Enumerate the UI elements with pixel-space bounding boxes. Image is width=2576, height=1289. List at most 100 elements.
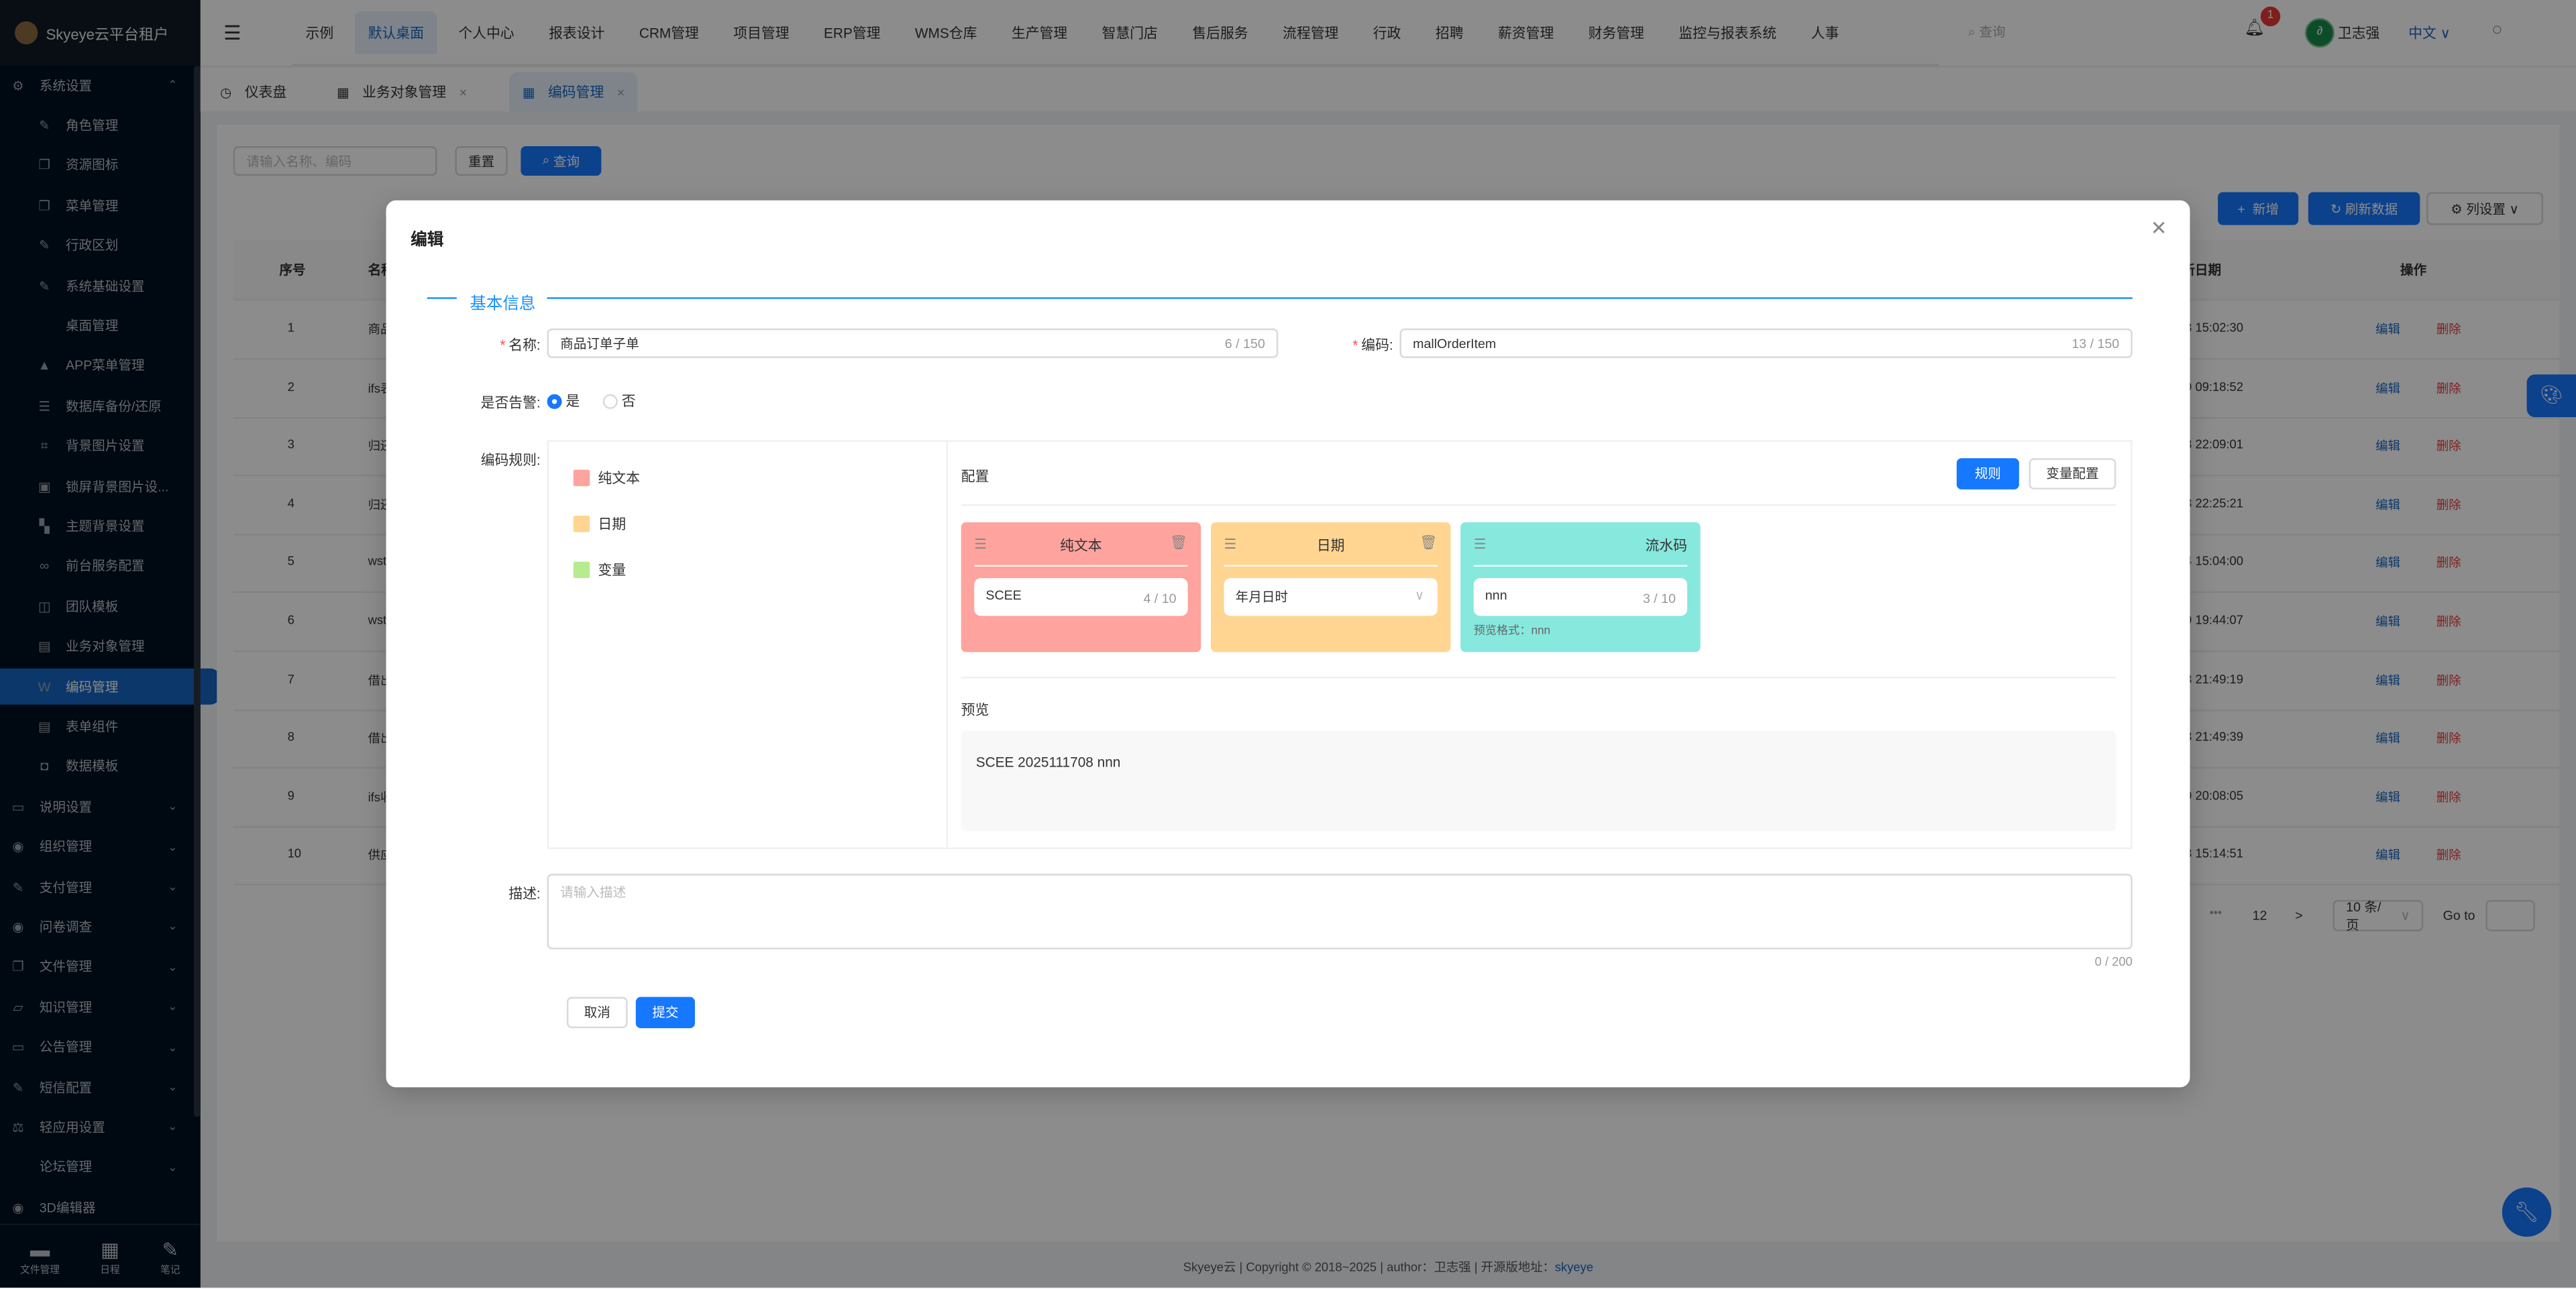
- rule-type-1[interactable]: 日期: [573, 514, 626, 534]
- edit-link[interactable]: 编辑: [2375, 614, 2400, 629]
- palette-icon[interactable]: 🎨︎: [2526, 374, 2576, 418]
- chevron-down-icon[interactable]: ⌄: [168, 882, 178, 894]
- sidebar-item[interactable]: ❐ 文件管理 ⌄: [0, 949, 194, 985]
- sidebar-scrollbar[interactable]: [193, 65, 201, 1117]
- delete-link[interactable]: 删除: [2436, 731, 2461, 746]
- pagination-next[interactable]: >: [2295, 908, 2303, 923]
- sidebar-item[interactable]: ▭ 公告管理 ⌄: [0, 1029, 194, 1066]
- sidebar-item[interactable]: 论坛管理 ⌄: [0, 1150, 194, 1186]
- edit-link[interactable]: 编辑: [2375, 731, 2400, 746]
- edit-link[interactable]: 编辑: [2375, 789, 2400, 805]
- edit-link[interactable]: 编辑: [2375, 555, 2400, 571]
- edit-link[interactable]: 编辑: [2375, 497, 2400, 512]
- sidebar-item[interactable]: 桌面管理: [0, 308, 220, 344]
- edit-link[interactable]: 编辑: [2375, 848, 2400, 863]
- delete-link[interactable]: 删除: [2436, 322, 2461, 337]
- alarm-radio-no[interactable]: 否: [602, 391, 635, 410]
- delete-link[interactable]: 删除: [2436, 848, 2461, 863]
- nav-item[interactable]: 示例: [305, 23, 334, 41]
- chevron-down-icon[interactable]: ⌄: [168, 801, 178, 814]
- alarm-radio-yes[interactable]: 是: [547, 391, 580, 410]
- sidebar-item[interactable]: ◉ 问卷调查 ⌄: [0, 909, 194, 945]
- nav-item[interactable]: ERP管理: [824, 23, 881, 41]
- chevron-down-icon[interactable]: ⌄: [168, 1042, 178, 1054]
- chevron-down-icon[interactable]: ⌄: [168, 842, 178, 854]
- sidebar-item[interactable]: ▚ 主题背景设置: [0, 508, 220, 545]
- nav-item[interactable]: 智慧门店: [1102, 23, 1158, 41]
- drag-handle-icon[interactable]: ☰: [1473, 535, 1487, 552]
- username[interactable]: 卫志强: [2337, 24, 2380, 42]
- drag-handle-icon[interactable]: ☰: [974, 535, 987, 552]
- close-icon[interactable]: ✕: [2150, 217, 2167, 240]
- goto-input[interactable]: [2485, 900, 2535, 932]
- radio-checked[interactable]: [547, 394, 562, 410]
- nav-item[interactable]: 流程管理: [1283, 23, 1339, 41]
- submit-button[interactable]: 提交: [635, 997, 695, 1029]
- page-size-select[interactable]: 10 条/页 ∨: [2332, 899, 2424, 932]
- nav-search[interactable]: ⌕ 查询: [1968, 23, 2006, 41]
- reset-button[interactable]: 重置: [455, 146, 508, 176]
- sidebar-item[interactable]: ◘ 数据模板: [0, 748, 220, 785]
- trash-icon[interactable]: 🗑︎: [1170, 533, 1188, 551]
- pagination-ellipsis[interactable]: •••: [2209, 908, 2222, 920]
- sidebar-item[interactable]: ▲ APP菜单管理: [0, 348, 220, 384]
- edit-link[interactable]: 编辑: [2375, 439, 2400, 454]
- sidebar-item[interactable]: ❐ 资源图标: [0, 148, 220, 184]
- chevron-up-icon[interactable]: ⌃: [168, 80, 178, 93]
- rule-type-0[interactable]: 纯文本: [573, 468, 640, 488]
- refresh-button[interactable]: ↻ 刷新数据: [2308, 192, 2420, 225]
- nav-item[interactable]: 报表设计: [549, 23, 605, 41]
- nav-item[interactable]: 个人中心: [458, 23, 515, 41]
- search-input[interactable]: 请输入名称、编码: [233, 146, 437, 176]
- nav-item[interactable]: WMS仓库: [914, 23, 977, 41]
- code-field[interactable]: mallOrderItem 13 / 150: [1399, 328, 2133, 358]
- wrench-icon[interactable]: 🔧︎: [2502, 1187, 2552, 1237]
- rule-type-2[interactable]: 变量: [573, 560, 626, 579]
- card-input[interactable]: nnn 3 / 10: [1473, 578, 1688, 616]
- nav-item[interactable]: 售后服务: [1192, 23, 1248, 41]
- query-button[interactable]: ⌕ 查询: [521, 146, 602, 176]
- delete-link[interactable]: 删除: [2436, 614, 2461, 629]
- card-input[interactable]: SCEE 4 / 10: [974, 578, 1188, 616]
- quick-0[interactable]: ▬ 文件管理: [20, 1225, 60, 1289]
- edit-link[interactable]: 编辑: [2375, 673, 2400, 688]
- avatar[interactable]: ∂: [2304, 17, 2335, 48]
- sidebar-item[interactable]: ▤ 业务对象管理: [0, 628, 220, 665]
- nav-item[interactable]: 人事: [1811, 23, 1839, 41]
- nav-search-input[interactable]: 查询: [1979, 24, 2006, 40]
- add-button[interactable]: + 新增: [2218, 192, 2299, 225]
- delete-link[interactable]: 删除: [2436, 673, 2461, 688]
- tab[interactable]: ◷ 仪表盘: [207, 72, 300, 112]
- sidebar-item[interactable]: ▤ 表单组件: [0, 708, 220, 744]
- sidebar-item[interactable]: ☰ 数据库备份/还原: [0, 388, 220, 424]
- desc-textarea[interactable]: 请输入描述: [547, 873, 2133, 950]
- nav-item[interactable]: 项目管理: [733, 23, 790, 41]
- radio-unchecked[interactable]: [602, 394, 618, 410]
- chevron-down-icon[interactable]: ⌄: [168, 921, 178, 934]
- tab[interactable]: ▦ 编码管理 ×: [509, 72, 638, 112]
- quick-2[interactable]: ✎ 笔记: [160, 1225, 180, 1289]
- sidebar-item[interactable]: ⌗ 背景图片设置: [0, 428, 220, 464]
- sidebar-item[interactable]: ▱ 知识管理 ⌄: [0, 989, 194, 1025]
- name-field[interactable]: 商品订单子单 6 / 150: [547, 328, 1279, 358]
- delete-link[interactable]: 删除: [2436, 789, 2461, 805]
- sidebar-item[interactable]: ▣ 锁屏背景图片设...: [0, 468, 220, 504]
- quick-1[interactable]: ▦ 日程: [100, 1225, 119, 1289]
- chevron-down-icon[interactable]: ⌄: [168, 1122, 178, 1134]
- delete-link[interactable]: 删除: [2436, 439, 2461, 454]
- column-settings-button[interactable]: ⚙ 列设置 ∨: [2426, 192, 2544, 225]
- edit-link[interactable]: 编辑: [2375, 322, 2400, 337]
- rule-button[interactable]: 规则: [1956, 458, 2019, 490]
- sidebar-item[interactable]: ⚖ 轻应用设置 ⌄: [0, 1109, 194, 1145]
- sidebar-item[interactable]: ⚙ 系统设置 ⌃: [0, 67, 194, 103]
- drag-handle-icon[interactable]: ☰: [1224, 535, 1237, 552]
- sidebar-item[interactable]: ✎ 支付管理 ⌄: [0, 869, 194, 905]
- nav-item[interactable]: 默认桌面: [355, 10, 437, 54]
- tab[interactable]: ▦ 业务对象管理 ×: [323, 72, 480, 112]
- cancel-button[interactable]: 取消: [566, 997, 628, 1029]
- delete-link[interactable]: 删除: [2436, 497, 2461, 512]
- nav-item[interactable]: 财务管理: [1588, 23, 1645, 41]
- sidebar-item[interactable]: ✎ 短信配置 ⌄: [0, 1069, 194, 1105]
- sidebar-item[interactable]: ◉ 3D编辑器: [0, 1190, 194, 1226]
- chevron-down-icon[interactable]: ⌄: [168, 1082, 178, 1095]
